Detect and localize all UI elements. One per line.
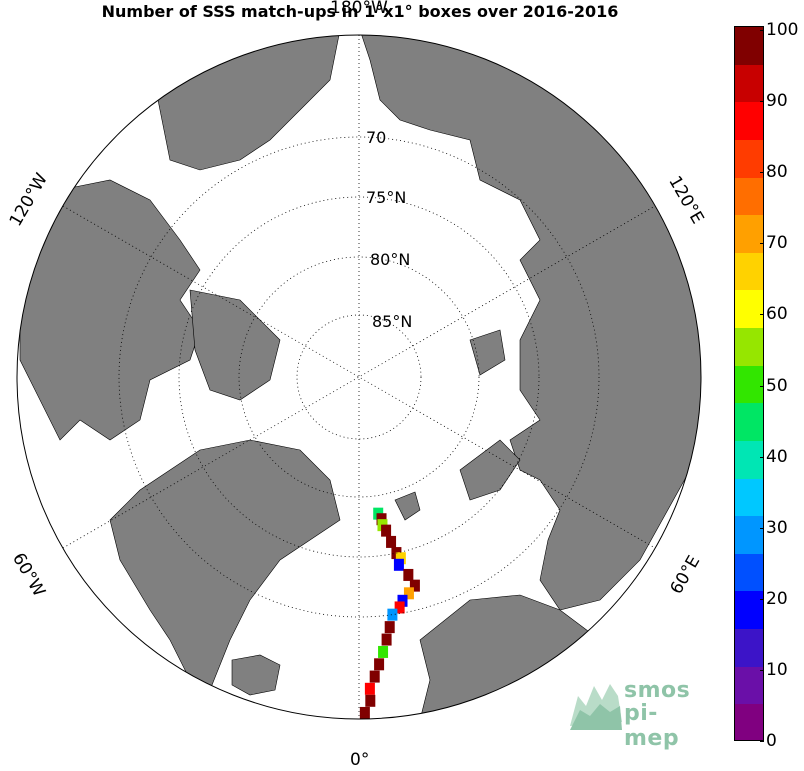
colorbar-tick-label: 10 xyxy=(766,659,788,680)
colorbar-tick-mark xyxy=(760,243,764,245)
colorbar-tick-mark xyxy=(760,385,764,387)
colorbar-tick-label: 50 xyxy=(766,375,788,396)
track-cell xyxy=(354,737,364,749)
colorbar-segment xyxy=(735,27,763,65)
colorbar-tick-label: 30 xyxy=(766,517,788,538)
colorbar-segment xyxy=(735,252,763,291)
colorbar-segment xyxy=(735,553,763,592)
colorbar-tick-mark xyxy=(760,314,764,316)
land-greenland xyxy=(109,439,341,691)
colorbar-tick-label: 70 xyxy=(766,233,788,254)
meridian-label-180w: 180°W xyxy=(330,0,388,18)
track-cell xyxy=(384,621,395,634)
track-cell xyxy=(397,594,408,607)
colorbar-segment xyxy=(735,629,763,667)
land-svalbard xyxy=(394,491,421,521)
land-ellesmere xyxy=(189,289,281,401)
track-cell xyxy=(395,552,406,565)
colorbar-segment xyxy=(735,328,763,366)
track-cell xyxy=(365,694,376,707)
colorbar-tick-label: 100 xyxy=(766,20,799,40)
track-cell xyxy=(409,579,420,592)
track-cell xyxy=(359,706,370,719)
land-canada xyxy=(19,179,201,441)
colorbar-tick-mark xyxy=(760,30,764,31)
track-cell xyxy=(378,645,389,658)
colorbar-tick-mark xyxy=(760,456,764,458)
track-cell xyxy=(381,633,392,646)
parallel-label-75: 75°N xyxy=(366,188,407,207)
colorbar-tick-label: 90 xyxy=(766,91,788,112)
colorbar-segment xyxy=(735,403,763,441)
colorbar-segment xyxy=(735,177,763,216)
logo-line-1: smos xyxy=(624,678,691,703)
map-title: Number of SSS match-ups in 1°x1° boxes o… xyxy=(101,2,619,21)
colorbar-tick-mark xyxy=(760,669,764,671)
matchup-track xyxy=(354,507,420,749)
colorbar-segment xyxy=(735,102,763,140)
meridian-label-0: 0° xyxy=(350,750,370,770)
colorbar-segment xyxy=(735,516,763,554)
colorbar-tick-label: 80 xyxy=(766,162,788,183)
track-cell xyxy=(403,587,414,600)
colorbar-segment xyxy=(735,666,763,705)
track-cell xyxy=(381,524,392,537)
colorbar-tick-mark xyxy=(760,741,764,742)
map-boundary xyxy=(16,34,702,720)
track-cell xyxy=(393,558,404,571)
colorbar-segment xyxy=(735,365,763,404)
colorbar-segment xyxy=(735,64,763,103)
track-cell xyxy=(369,670,380,683)
track-cell xyxy=(374,658,385,671)
track-cell xyxy=(364,682,375,695)
colorbar-segment xyxy=(735,290,763,328)
track-cell xyxy=(394,601,405,614)
logo-line-2: pi-mep xyxy=(624,701,680,751)
colorbar-tick-label: 0 xyxy=(766,731,777,751)
colorbar-tick-mark xyxy=(760,598,764,600)
colorbar-segment xyxy=(735,215,763,253)
colorbar-segment xyxy=(735,591,763,629)
colorbar-segment xyxy=(735,478,763,517)
colorbar-tick-label: 40 xyxy=(766,446,788,467)
graticule xyxy=(62,35,656,719)
track-cell xyxy=(403,568,414,581)
colorbar-tick-mark xyxy=(760,172,764,174)
track-cell xyxy=(360,718,371,719)
colorbar-segment xyxy=(735,440,763,479)
track-cell xyxy=(367,731,377,743)
logo-wave-icon xyxy=(570,684,622,730)
track-cell xyxy=(387,608,398,621)
track-cell xyxy=(386,535,397,548)
colorbar-segment xyxy=(735,139,763,178)
colorbar-tick-mark xyxy=(760,527,764,529)
parallel-label-80: 80°N xyxy=(370,250,411,269)
parallel-label-70: 70 xyxy=(366,128,387,147)
colorbar-tick-label: 20 xyxy=(766,588,788,609)
parallel-label-85: 85°N xyxy=(372,312,413,331)
land-novaya-zemlya xyxy=(459,439,521,501)
land-severnaya xyxy=(469,329,506,376)
colorbar-tick-label: 60 xyxy=(766,304,788,325)
colorbar xyxy=(734,26,764,741)
land-iceland xyxy=(231,654,281,696)
smos-pimep-logo: smos pi-mep xyxy=(568,676,708,751)
colorbar-segment xyxy=(735,704,763,740)
colorbar-tick-mark xyxy=(760,101,764,103)
